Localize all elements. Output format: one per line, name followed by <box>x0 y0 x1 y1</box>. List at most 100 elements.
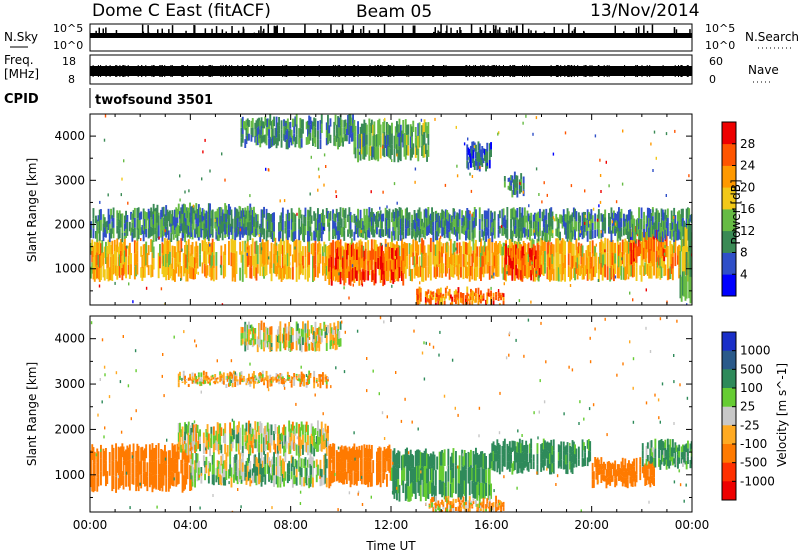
heatmap-cell <box>299 446 302 457</box>
heatmap-cell <box>441 481 444 498</box>
heatmap-cell <box>322 435 324 443</box>
heatmap-cell <box>185 462 188 474</box>
heatmap-cell <box>379 447 382 461</box>
heatmap-cell <box>434 267 437 279</box>
heatmap-cell <box>374 147 377 161</box>
heatmap-cell <box>452 448 455 464</box>
heatmap-cell <box>245 119 248 128</box>
heatmap-cell <box>245 476 248 485</box>
heatmap-cell <box>291 212 294 223</box>
heatmap-cell <box>625 228 628 235</box>
heatmap-cell <box>154 474 156 488</box>
heatmap-cell <box>172 445 175 460</box>
heatmap-cell <box>217 210 220 219</box>
heatmap-cell <box>322 217 324 226</box>
heatmap-cell <box>246 442 249 451</box>
heatmap-cell <box>340 245 343 257</box>
heatmap-cell <box>451 482 454 498</box>
heatmap-cell <box>209 226 211 238</box>
freq-tick-mark <box>388 65 390 77</box>
heatmap-cell <box>426 294 428 299</box>
heatmap-cell <box>572 226 575 237</box>
heatmap-cell <box>127 447 130 461</box>
heatmap-cell <box>492 296 495 301</box>
heatmap-cell <box>194 257 196 269</box>
heatmap-speck <box>468 156 470 160</box>
heatmap-cell <box>120 446 122 460</box>
heatmap-cell <box>409 148 412 161</box>
heatmap-cell <box>644 242 647 252</box>
heatmap-cell <box>228 240 230 253</box>
heatmap-cell <box>228 204 230 215</box>
heatmap-cell <box>502 242 505 256</box>
heatmap-cell <box>679 251 682 275</box>
heatmap-cell <box>279 223 282 231</box>
heatmap-cell <box>389 253 392 266</box>
heatmap-cell <box>601 254 604 268</box>
heatmap-cell <box>171 210 174 218</box>
heatmap-cell <box>132 228 135 239</box>
heatmap-cell <box>453 219 456 227</box>
heatmap-cell <box>312 121 314 130</box>
heatmap-cell <box>446 241 449 253</box>
heatmap-cell <box>307 459 309 468</box>
heatmap-cell <box>140 211 143 220</box>
heatmap-cell <box>222 265 225 279</box>
heatmap-cell <box>439 287 442 293</box>
heatmap-cell <box>590 219 593 230</box>
heatmap-cell <box>117 256 120 266</box>
heatmap-cell <box>458 469 461 484</box>
heatmap-cell <box>547 219 550 228</box>
heatmap-cell <box>584 221 586 232</box>
heatmap-cell <box>394 467 397 481</box>
heatmap-cell <box>92 228 95 239</box>
heatmap-cell <box>148 458 151 473</box>
heatmap-speck <box>343 286 345 290</box>
heatmap-cell <box>254 454 257 464</box>
heatmap-cell <box>658 265 660 276</box>
heatmap-cell <box>447 448 450 466</box>
heatmap-cell <box>463 241 466 255</box>
heatmap-cell <box>481 255 484 265</box>
heatmap-cell <box>550 226 553 237</box>
heatmap-speck <box>393 182 396 186</box>
heatmap-cell <box>544 215 546 224</box>
heatmap-cell <box>680 276 683 302</box>
heatmap-cell <box>244 251 247 264</box>
heatmap-cell <box>542 438 545 450</box>
heatmap-cell <box>244 464 247 473</box>
heatmap-cell <box>649 209 652 219</box>
heatmap-cell <box>224 265 227 277</box>
heatmap-cell <box>599 252 602 264</box>
freq-tick-mark <box>100 65 102 77</box>
heatmap-cell <box>611 240 614 253</box>
heatmap-cell <box>609 254 612 268</box>
heatmap-cell <box>358 134 361 149</box>
heatmap-cell <box>436 213 439 223</box>
heatmap-cell <box>280 239 283 254</box>
heatmap-cell <box>354 225 357 235</box>
heatmap-cell <box>192 205 195 214</box>
heatmap-cell <box>388 147 391 159</box>
heatmap-cell <box>473 227 476 238</box>
heatmap-cell <box>465 230 467 241</box>
heatmap-cell <box>253 226 255 237</box>
heatmap-cell <box>187 250 190 263</box>
heatmap-speck <box>435 210 438 214</box>
heatmap-cell <box>416 301 418 305</box>
heatmap-cell <box>171 245 174 258</box>
heatmap-cell <box>571 212 574 222</box>
heatmap-cell <box>264 116 267 126</box>
heatmap-cell <box>314 118 317 128</box>
heatmap-cell <box>475 253 477 267</box>
heatmap-cell <box>482 158 485 164</box>
heatmap-cell <box>263 437 265 446</box>
nsky-spike <box>568 24 570 37</box>
power-colorbar-tick-label: 8 <box>740 246 748 260</box>
heatmap-cell <box>202 209 205 217</box>
heatmap-cell <box>421 466 423 480</box>
heatmap-speck <box>531 261 533 265</box>
freq-tick-mark <box>465 65 467 77</box>
heatmap-cell <box>327 210 329 219</box>
heatmap-cell <box>184 212 186 222</box>
